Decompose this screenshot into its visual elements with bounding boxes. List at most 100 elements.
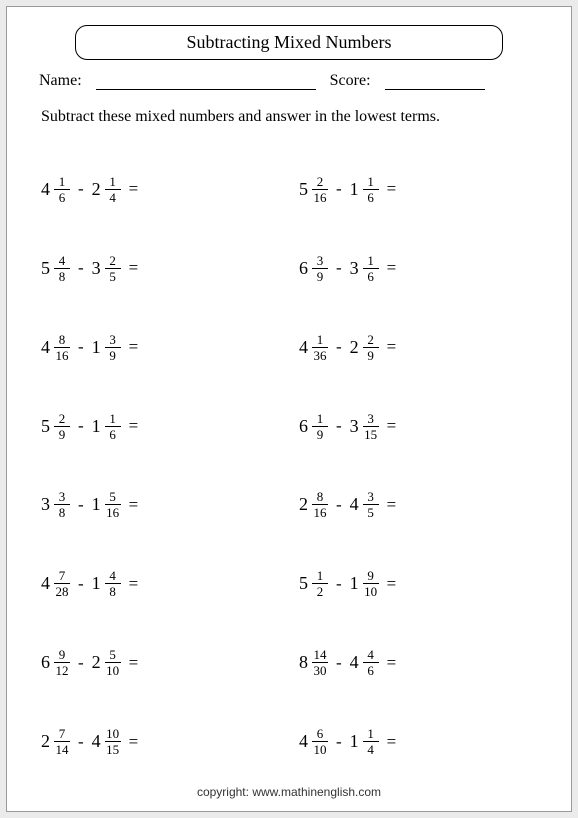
denominator: 8: [54, 268, 70, 283]
equals-sign: =: [387, 732, 397, 752]
problem: 2816-435 =: [299, 466, 537, 545]
equals-sign: =: [129, 258, 139, 278]
denominator: 9: [312, 426, 328, 441]
mixed-number: 139: [92, 333, 121, 362]
equals-sign: =: [129, 179, 139, 199]
numerator: 2: [109, 254, 116, 268]
minus-sign: -: [78, 495, 84, 515]
numerator: 1: [317, 333, 324, 347]
mixed-number: 2510: [92, 648, 121, 677]
fraction-part: 48: [105, 569, 121, 598]
numerator: 5: [109, 648, 116, 662]
whole-part: 4: [299, 731, 308, 752]
whole-part: 1: [92, 573, 101, 594]
worksheet-page: Subtracting Mixed Numbers Name: Score: S…: [6, 6, 572, 812]
numerator: 1: [59, 175, 66, 189]
mixed-number: 3315: [350, 412, 379, 441]
numerator: 6: [317, 727, 324, 741]
mixed-number: 1910: [350, 569, 379, 598]
numerator: 4: [59, 254, 66, 268]
fraction-part: 816: [312, 490, 328, 519]
problem: 512-1910=: [299, 544, 537, 623]
fraction-part: 39: [105, 333, 121, 362]
numerator: 1: [109, 412, 116, 426]
denominator: 10: [363, 583, 379, 598]
fraction-part: 1015: [105, 727, 121, 756]
fraction-part: 510: [105, 648, 121, 677]
denominator: 5: [363, 504, 379, 519]
numerator: 3: [109, 333, 116, 347]
numerator: 9: [367, 569, 374, 583]
denominator: 8: [54, 504, 70, 519]
name-blank[interactable]: [96, 72, 316, 90]
equals-sign: =: [129, 495, 139, 515]
numerator: 1: [317, 569, 324, 583]
minus-sign: -: [336, 653, 342, 673]
fraction-part: 16: [363, 175, 379, 204]
numerator: 3: [59, 490, 66, 504]
numerator: 2: [367, 333, 374, 347]
equals-sign: =: [387, 416, 397, 436]
fraction-part: 216: [312, 175, 328, 204]
fraction-part: 35: [363, 490, 379, 519]
whole-part: 1: [350, 731, 359, 752]
minus-sign: -: [336, 574, 342, 594]
minus-sign: -: [78, 416, 84, 436]
numerator: 3: [367, 412, 374, 426]
whole-part: 3: [92, 258, 101, 279]
problem: 338-1516 =: [41, 466, 279, 545]
mixed-number: 338: [41, 490, 70, 519]
minus-sign: -: [78, 653, 84, 673]
whole-part: 6: [41, 652, 50, 673]
mixed-number: 4610: [299, 727, 328, 756]
denominator: 12: [54, 662, 70, 677]
numerator: 9: [59, 648, 66, 662]
numerator: 1: [367, 175, 374, 189]
numerator: 1: [367, 727, 374, 741]
fraction-part: 14: [105, 175, 121, 204]
score-blank[interactable]: [385, 72, 485, 90]
denominator: 15: [105, 741, 121, 756]
denominator: 4: [105, 189, 121, 204]
fraction-part: 25: [105, 254, 121, 283]
problem: 416-214=: [41, 150, 279, 229]
fraction-part: 910: [363, 569, 379, 598]
equals-sign: =: [129, 653, 139, 673]
mixed-number: 1516: [92, 490, 121, 519]
equals-sign: =: [387, 495, 397, 515]
fraction-part: 48: [54, 254, 70, 283]
problem: 639-316=: [299, 229, 537, 308]
title-box: Subtracting Mixed Numbers: [75, 25, 503, 60]
numerator: 5: [109, 490, 116, 504]
minus-sign: -: [78, 179, 84, 199]
minus-sign: -: [336, 179, 342, 199]
whole-part: 2: [41, 731, 50, 752]
mixed-number: 435: [350, 490, 379, 519]
minus-sign: -: [336, 337, 342, 357]
numerator: 8: [59, 333, 66, 347]
mixed-number: 114: [350, 727, 379, 756]
problem: 529-116=: [41, 387, 279, 466]
minus-sign: -: [78, 258, 84, 278]
mixed-number: 41015: [92, 727, 121, 756]
problem-grid: 416-214=5216-116=548-325=639-316=4816-13…: [35, 150, 543, 781]
whole-part: 2: [350, 337, 359, 358]
whole-part: 5: [299, 573, 308, 594]
mixed-number: 446: [350, 648, 379, 677]
denominator: 10: [312, 741, 328, 756]
minus-sign: -: [336, 495, 342, 515]
fraction-part: 16: [363, 254, 379, 283]
mixed-number: 4728: [41, 569, 70, 598]
instruction-text: Subtract these mixed numbers and answer …: [41, 108, 537, 126]
fraction-part: 16: [54, 175, 70, 204]
whole-part: 1: [92, 416, 101, 437]
whole-part: 1: [350, 573, 359, 594]
denominator: 28: [54, 583, 70, 598]
numerator: 4: [367, 648, 374, 662]
problem: 2714-41015=: [41, 702, 279, 781]
fraction-part: 38: [54, 490, 70, 519]
denominator: 14: [54, 741, 70, 756]
whole-part: 1: [350, 179, 359, 200]
mixed-number: 2816: [299, 490, 328, 519]
minus-sign: -: [336, 258, 342, 278]
